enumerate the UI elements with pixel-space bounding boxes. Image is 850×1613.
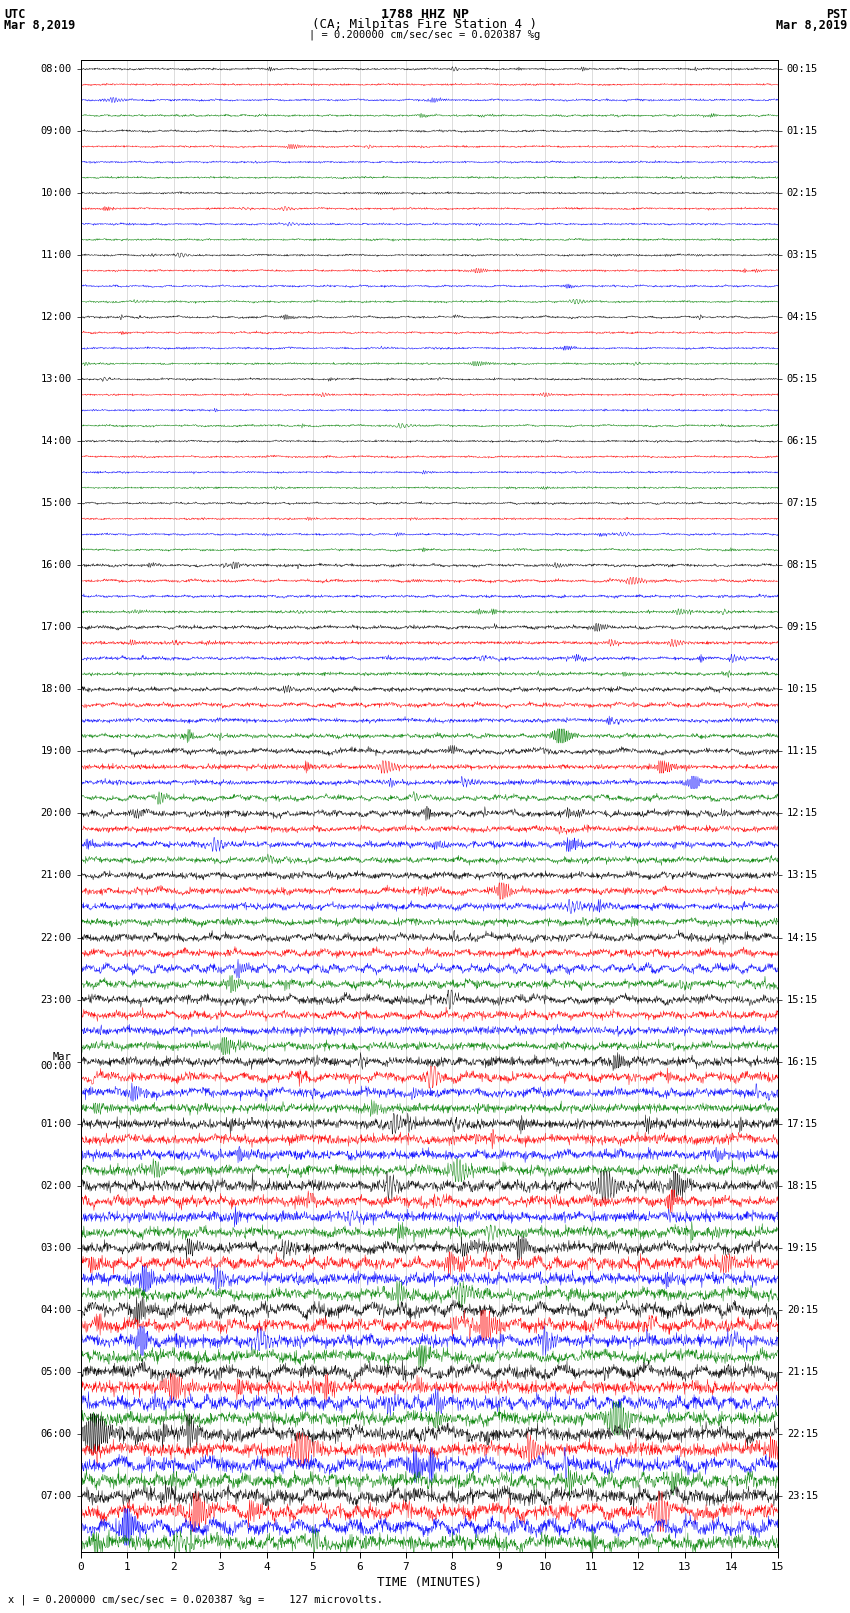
Text: Mar 8,2019: Mar 8,2019 [4, 19, 76, 32]
Text: (CA; Milpitas Fire Station 4 ): (CA; Milpitas Fire Station 4 ) [313, 18, 537, 31]
Text: UTC: UTC [4, 8, 26, 21]
Text: x | = 0.200000 cm/sec/sec = 0.020387 %g =    127 microvolts.: x | = 0.200000 cm/sec/sec = 0.020387 %g … [8, 1594, 383, 1605]
Text: PST: PST [826, 8, 847, 21]
Text: | = 0.200000 cm/sec/sec = 0.020387 %g: | = 0.200000 cm/sec/sec = 0.020387 %g [309, 29, 541, 40]
X-axis label: TIME (MINUTES): TIME (MINUTES) [377, 1576, 482, 1589]
Text: Mar 8,2019: Mar 8,2019 [776, 19, 847, 32]
Text: 1788 HHZ NP: 1788 HHZ NP [381, 8, 469, 21]
